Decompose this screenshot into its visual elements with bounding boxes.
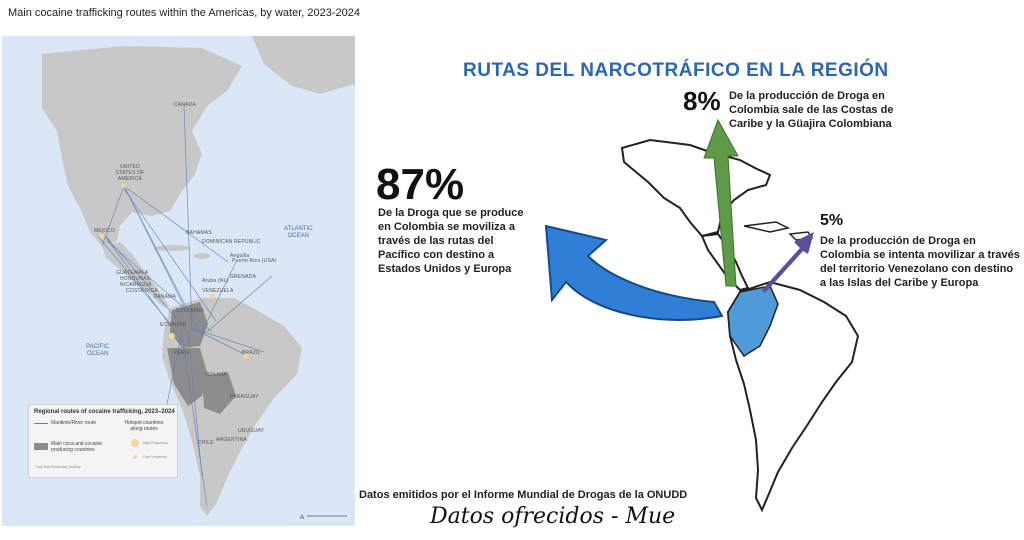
map-legend: Regional routes of cocaine trafficking, … [28, 404, 178, 478]
label-aruba: Aruba (NL) [202, 278, 229, 284]
label-dominican-republic: DOMINICAN REPUBLIC [202, 239, 261, 245]
source-note: Datos emitidos por el Informe Mundial de… [359, 489, 688, 501]
text-venezuela: De la producción de Droga en Colombia se… [820, 235, 1020, 289]
label-chile: CHILE [198, 440, 214, 446]
blue-arrow [544, 224, 724, 321]
label-argentina: ARGENTINA [216, 437, 247, 443]
label-paraguay: PARAGUAY [230, 394, 259, 400]
left-map-title: Main cocaine trafficking routes within t… [8, 7, 360, 19]
pct-venezuela: 5% [820, 212, 844, 229]
legend-title: Regional routes of cocaine trafficking, … [34, 409, 175, 415]
land-north-america [42, 46, 242, 246]
legend-maritime: Maritime/River route [51, 420, 97, 426]
hotspot-venezuela [209, 293, 215, 299]
label-canada: CANADA [174, 102, 197, 108]
label-pacific-ocean: PACIFIC OCEAN [86, 344, 110, 357]
label-guatemala: GUATEMALA [116, 270, 149, 276]
legend-note: * Non Self-Governing Territory [34, 465, 81, 469]
legend-hotspot: Hotspot countries along routes [124, 420, 164, 432]
text-caribe: De la producción de Droga en Colombia sa… [729, 90, 894, 130]
label-mexico: MEXICO [94, 228, 115, 234]
label-costa-rica: COSTA RICA [126, 288, 158, 294]
label-panama: PANAMA [154, 294, 176, 300]
label-colombia: COLOMBIA [176, 308, 204, 314]
label-puerto-rico: Puerto Rico (USA) [232, 258, 277, 264]
outline-north-america [620, 138, 772, 238]
legend-producers: Main coca and cocaine producing countrie… [51, 441, 103, 453]
label-bolivia: BOLIVIA [206, 372, 227, 378]
legend-low: Low Frequency [143, 455, 167, 459]
americas-route-map: A CANADA UNITED STATES OF AMERICA MEXICO… [2, 36, 355, 526]
label-anguilla: Anguilla [230, 253, 250, 259]
hotspot-brazil [243, 353, 249, 359]
handwritten-signature: Datos ofrecidos - Mue [430, 504, 676, 529]
highlight-colombia-ecuador [727, 285, 779, 358]
hotspot-usa [121, 183, 127, 189]
land-hispaniola [194, 253, 210, 259]
text-pacific: De la Droga que se produce en Colombia s… [378, 207, 524, 275]
legend-low-icon [133, 455, 137, 459]
producer-colombia [170, 302, 208, 348]
right-title: RUTAS DEL NARCOTRÁFICO EN LA REGIÓN [463, 60, 889, 81]
land-cuba [154, 245, 190, 251]
label-ecuador: ECUADOR [160, 322, 187, 328]
hotspot-mexico [99, 233, 105, 239]
label-uruguay: URUGUAY [238, 428, 265, 434]
land-greenland [252, 36, 355, 94]
label-bahamas: BAHAMAS [186, 230, 212, 236]
producer-peru [167, 348, 208, 406]
producer-bolivia [202, 372, 236, 414]
north-arrow: A [300, 515, 304, 521]
label-venezuela: VENEZUELA [202, 288, 234, 294]
label-grenada: GRENADA [230, 274, 257, 280]
green-arrow [703, 118, 739, 287]
label-nicaragua: NICARAGUA [120, 282, 152, 288]
label-usa: UNITED STATES OF AMERICA [115, 164, 145, 182]
legend-route-line [34, 423, 48, 424]
pct-caribe: 8% [683, 86, 721, 116]
legend-high: High Frequency [143, 441, 168, 445]
label-honduras: HONDURAS [120, 276, 151, 282]
pct-pacific: 87% [376, 160, 465, 209]
legend-producer-swatch [34, 443, 48, 450]
label-atlantic-ocean: ATLANTIC OCEAN [284, 226, 313, 239]
legend-high-icon [131, 439, 139, 447]
hotspot-ecuador [169, 333, 175, 339]
label-brazil: BRAZIL [242, 350, 261, 356]
purple-arrow [762, 232, 814, 293]
label-peru: PERU [174, 350, 189, 356]
maritime-routes [97, 105, 273, 507]
outline-cuba [743, 221, 791, 233]
map-graphic: A [42, 36, 355, 521]
